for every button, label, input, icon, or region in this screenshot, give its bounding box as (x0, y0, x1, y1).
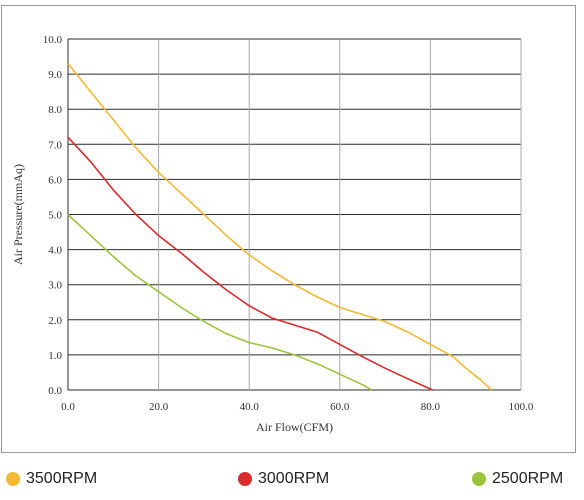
x-tick-label: 60.0 (330, 401, 350, 413)
x-tick-label: 100.0 (509, 401, 534, 413)
series-line-3500rpm (67, 63, 493, 391)
chart-plot: 0.0 1.0 2.0 3.0 4.0 5.0 6.0 7.0 8.0 9.0 10.0 0.0 20.… (11, 34, 534, 434)
x-tick-label: 0.0 (61, 401, 75, 413)
legend-marker-3000rpm (238, 472, 252, 486)
y-tick-label: 5.0 (48, 210, 62, 222)
y-tick-label: 2.0 (48, 315, 62, 327)
legend-label-3000rpm: 3000RPM (258, 470, 330, 487)
legend-item-3000rpm: 3000RPM (238, 470, 329, 488)
y-tick-label: 4.0 (48, 245, 62, 257)
legend: 3500RPM 3000RPM 2500RPM (0, 470, 584, 500)
legend-marker-2500rpm (472, 472, 486, 486)
chart-frame (1, 5, 576, 453)
y-tick-label: 6.0 (48, 174, 62, 186)
legend-item-2500rpm: 2500RPM (472, 470, 563, 488)
legend-item-3500rpm: 3500RPM (6, 470, 97, 488)
series-line-3000rpm (67, 136, 434, 391)
y-tick-label: 8.0 (48, 104, 62, 116)
x-tick-label: 20.0 (149, 401, 169, 413)
legend-label-2500rpm: 2500RPM (492, 470, 564, 487)
y-tick-label: 7.0 (48, 139, 62, 151)
y-tick-label: 3.0 (48, 280, 62, 292)
y-tick-label: 1.0 (48, 350, 62, 362)
y-tick-label: 0.0 (48, 385, 62, 397)
legend-label-3500rpm: 3500RPM (26, 470, 98, 487)
y-tick-label: 9.0 (48, 69, 62, 81)
x-axis-title: Air Flow(CFM) (256, 420, 333, 434)
x-tick-label: 40.0 (240, 401, 260, 413)
y-tick-label: 10.0 (43, 34, 63, 46)
x-tick-label: 80.0 (421, 401, 441, 413)
tick-labels: 0.0 1.0 2.0 3.0 4.0 5.0 6.0 7.0 8.0 9.0 10.0 0.0 20.… (43, 34, 534, 413)
y-axis-title: Air Pressure(mmAq) (11, 164, 25, 265)
series-lines (67, 63, 493, 391)
legend-marker-3500rpm (6, 472, 20, 486)
series-line-2500rpm (67, 213, 372, 391)
